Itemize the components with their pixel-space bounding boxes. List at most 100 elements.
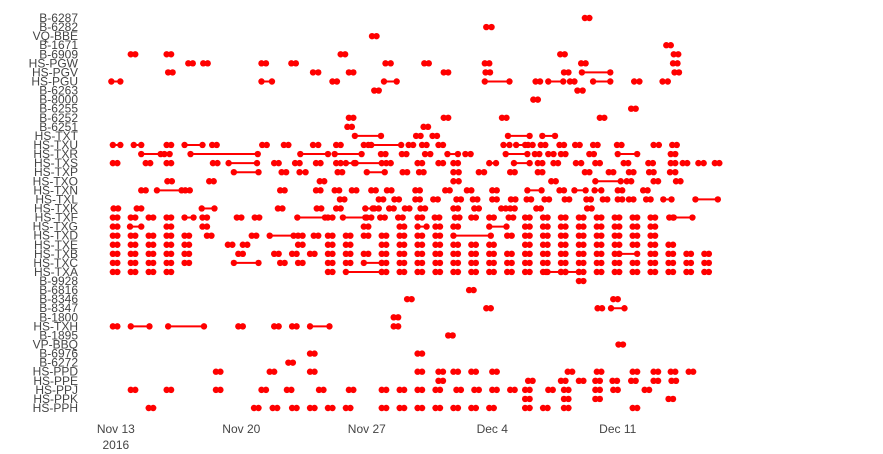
segment-point [329, 232, 336, 239]
flight-segment [683, 268, 695, 276]
segment-point [663, 42, 670, 49]
segment-point [529, 377, 536, 384]
segment-point [416, 196, 424, 203]
segment-point [149, 232, 157, 239]
segment-point [418, 241, 426, 248]
segment-point [629, 214, 636, 221]
segment-point [317, 159, 324, 167]
segment-point [450, 368, 457, 375]
segment-point [235, 250, 242, 258]
segment-point [467, 150, 474, 158]
segment-point [387, 159, 394, 167]
segment-point [365, 232, 372, 239]
segment-point [580, 259, 587, 267]
flight-segment [500, 141, 513, 149]
segment-point [580, 268, 587, 276]
segment-point [636, 78, 643, 85]
segment-point [521, 404, 529, 412]
segment-point [593, 250, 601, 258]
flight-segment [548, 178, 559, 185]
segment-point [647, 241, 654, 248]
segment-point [423, 141, 430, 149]
flight-segment [199, 223, 211, 230]
segment-point [149, 268, 157, 276]
y-tick-label: HS-TXE [34, 238, 78, 252]
segment-point [524, 150, 531, 158]
segment-point [598, 223, 605, 230]
segment-point [498, 205, 505, 212]
segment-point [270, 323, 278, 330]
segment-point [149, 250, 157, 258]
segment-point [621, 305, 628, 312]
segment-point [127, 323, 134, 330]
segment-point [544, 214, 551, 221]
flight-segment [417, 205, 429, 212]
segment-point [163, 141, 170, 149]
segment-point [545, 150, 552, 158]
segment-point [689, 214, 696, 221]
segment-point [396, 250, 403, 258]
y-tick-label: B-6282 [39, 20, 78, 34]
segment-point [526, 404, 533, 412]
segment-point [695, 159, 702, 167]
flight-segment [332, 205, 344, 212]
flight-segment [647, 223, 659, 230]
segment-point [187, 150, 194, 158]
segment-point [214, 159, 221, 167]
flight-segment [647, 214, 659, 221]
flight-segment [396, 250, 408, 258]
segment-point [315, 386, 323, 394]
flight-segment [701, 259, 713, 267]
flight-segment [394, 214, 406, 221]
flight-segment [468, 404, 480, 412]
segment-point [454, 259, 462, 267]
segment-point [451, 214, 459, 221]
flight-segment [142, 159, 154, 167]
segment-point [380, 78, 388, 85]
flight-segment [145, 241, 157, 248]
flight-segment [430, 196, 441, 203]
segment-point [549, 386, 556, 394]
flight-segment [288, 60, 300, 67]
segment-point [557, 214, 565, 221]
segment-point [306, 368, 314, 375]
flight-segment [331, 150, 365, 158]
flight-segment [414, 268, 426, 276]
flight-segment [505, 214, 517, 221]
segment-point [167, 259, 175, 267]
segment-point [493, 368, 500, 375]
segment-point [275, 323, 282, 330]
segment-point [560, 404, 568, 412]
segment-point [470, 286, 477, 294]
segment-point [145, 214, 152, 221]
segment-point [581, 168, 589, 176]
segment-point [414, 214, 421, 221]
flight-segment [283, 386, 295, 394]
flight-segment [312, 187, 324, 194]
segment-point [255, 404, 262, 412]
segment-point [633, 232, 641, 239]
flight-segment [270, 250, 282, 258]
segment-point [592, 386, 599, 394]
flight-segment [435, 368, 447, 375]
segment-point [683, 250, 690, 258]
flight-segment [539, 132, 559, 140]
segment-point [601, 114, 608, 121]
segment-point [598, 214, 605, 221]
segment-point [524, 141, 532, 149]
flight-segment [507, 168, 518, 176]
y-tick-label: B-6976 [39, 347, 78, 361]
segment-point [439, 377, 447, 384]
flight-segment [701, 250, 713, 258]
flight-segment [611, 268, 623, 276]
flight-segment [468, 214, 480, 221]
segment-point [619, 196, 626, 203]
flight-segment [650, 368, 662, 375]
segment-point [561, 196, 568, 203]
segment-point [399, 168, 406, 176]
segment-point [436, 386, 444, 394]
segment-point [163, 51, 170, 58]
segment-point [109, 232, 117, 239]
segment-point [296, 168, 303, 176]
segment-point [644, 187, 651, 194]
